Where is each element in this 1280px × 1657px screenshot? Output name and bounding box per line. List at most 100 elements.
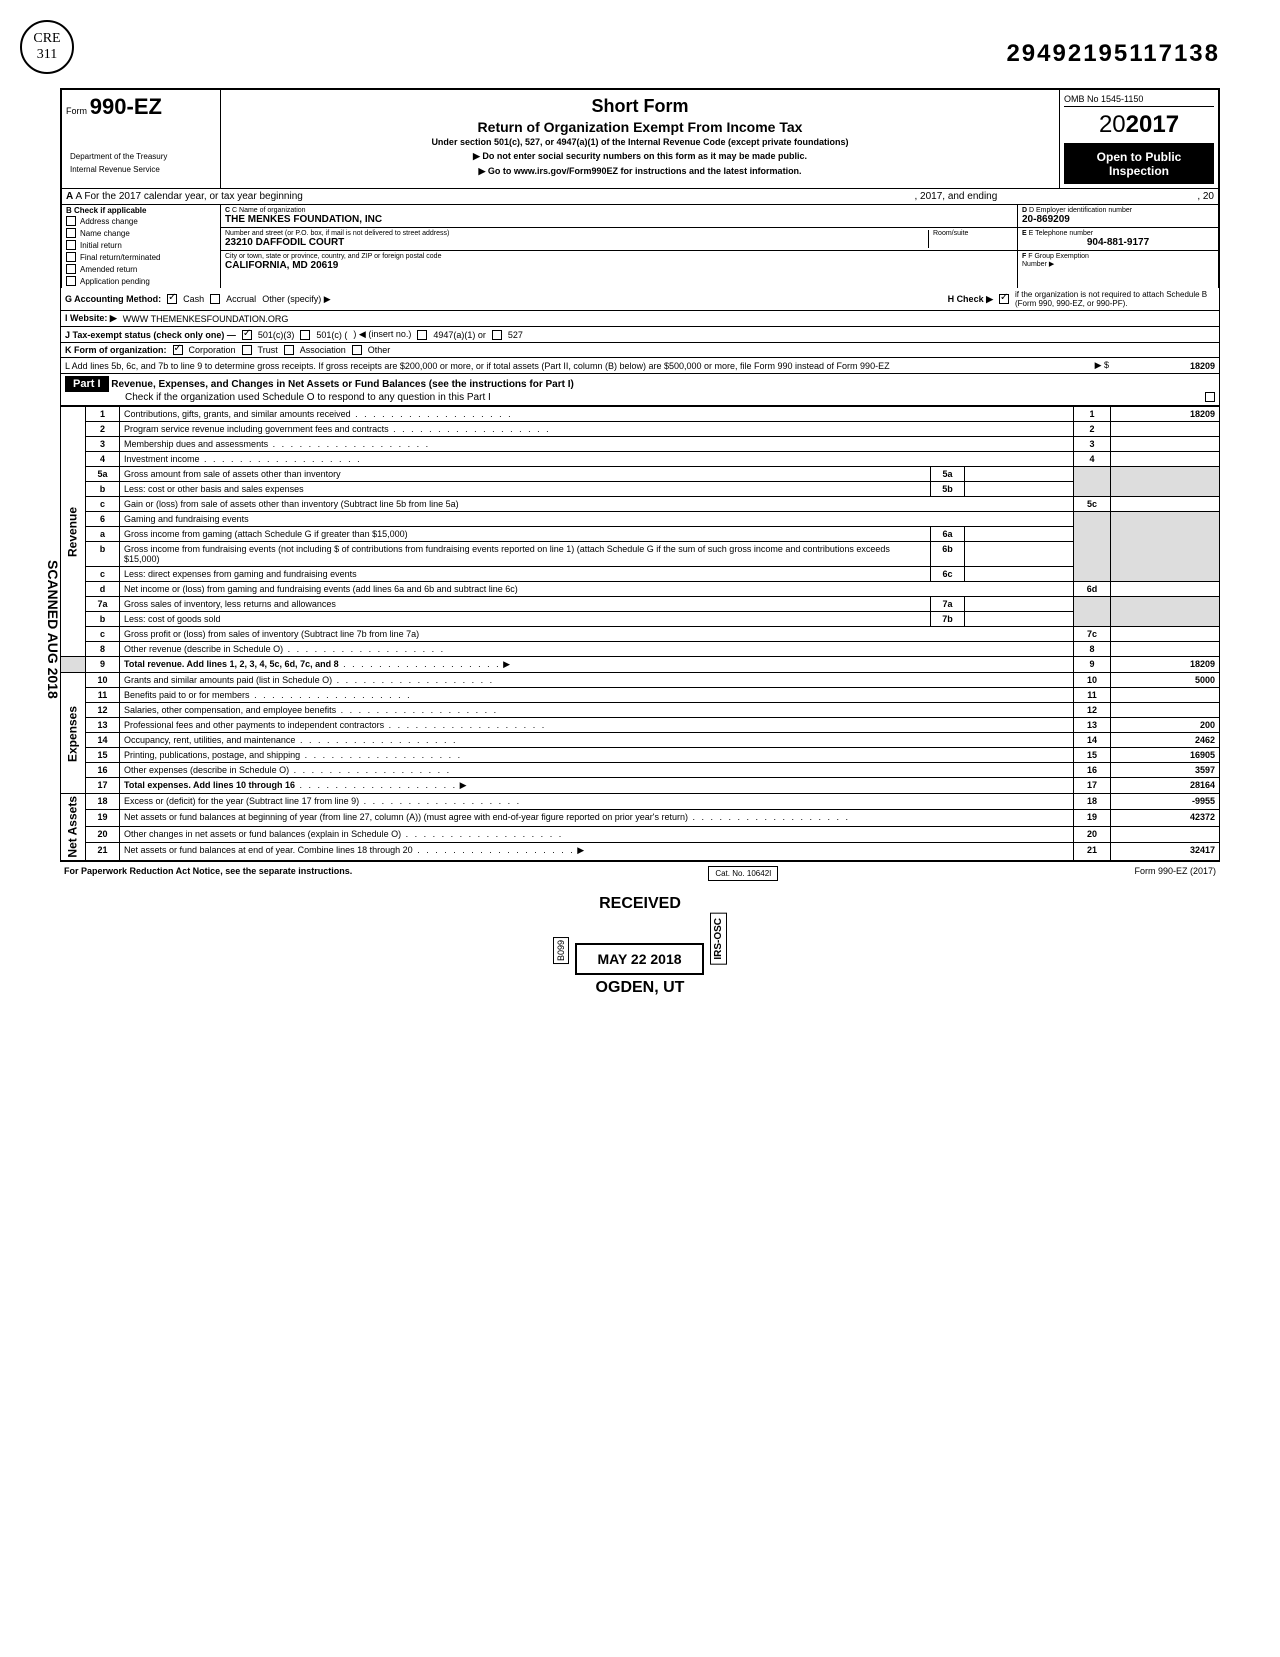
line-2-desc: Program service revenue including govern…: [124, 424, 389, 434]
e-label: E E Telephone number: [1022, 230, 1214, 237]
line-13-amount: 200: [1111, 718, 1220, 733]
527-label: 527: [508, 330, 523, 340]
checkbox-other-org[interactable]: [352, 345, 362, 355]
checkbox-amended[interactable]: [66, 264, 76, 274]
line-5b-desc: Less: cost or other basis and sales expe…: [124, 484, 304, 494]
line-20-num: 20: [86, 826, 120, 842]
line-7c-numcol: 7c: [1074, 627, 1111, 642]
line-7c-desc: Gross profit or (loss) from sales of inv…: [124, 629, 419, 639]
checkbox-app-pending[interactable]: [66, 276, 76, 286]
line-18-amount: -9955: [1111, 794, 1220, 810]
phone-value: 904-881-9177: [1022, 237, 1214, 248]
line-21-desc: Net assets or fund balances at end of ye…: [124, 845, 413, 855]
line-18-desc: Excess or (deficit) for the year (Subtra…: [124, 796, 359, 806]
line-16-numcol: 16: [1074, 763, 1111, 778]
l-text: L Add lines 5b, 6c, and 7b to line 9 to …: [65, 361, 1089, 371]
tax-year: 202017: [1064, 107, 1214, 144]
line-20-numcol: 20: [1074, 826, 1111, 842]
expenses-side-label: Expenses: [61, 673, 86, 794]
checkbox-501c[interactable]: [300, 330, 310, 340]
form-label: Form: [66, 106, 87, 116]
line-12-desc: Salaries, other compensation, and employ…: [124, 705, 336, 715]
checkbox-h[interactable]: [999, 294, 1009, 304]
line-6b-mid: 6b: [931, 542, 965, 567]
line-11-amount: [1111, 688, 1220, 703]
checkbox-part1[interactable]: [1205, 392, 1215, 402]
line-4-num: 4: [86, 452, 120, 467]
line-15-desc: Printing, publications, postage, and shi…: [124, 750, 300, 760]
line-17-numcol: 17: [1074, 778, 1111, 794]
paperwork-notice: For Paperwork Reduction Act Notice, see …: [64, 866, 352, 881]
line-6b-desc: Gross income from fundraising events (no…: [124, 544, 890, 564]
line-19-num: 19: [86, 810, 120, 826]
part1-check-text: Check if the organization used Schedule …: [125, 392, 491, 403]
handwritten-note: CRE 311: [20, 20, 74, 74]
line-14-amount: 2462: [1111, 733, 1220, 748]
main-title: Return of Organization Exempt From Incom…: [225, 119, 1055, 135]
b099-stamp: B099: [553, 937, 569, 964]
final-return-label: Final return/terminated: [80, 253, 160, 262]
checkbox-cash[interactable]: [167, 294, 177, 304]
line-7b-num: b: [86, 612, 120, 627]
accrual-label: Accrual: [226, 294, 256, 304]
checkbox-accrual[interactable]: [210, 294, 220, 304]
line-14-numcol: 14: [1074, 733, 1111, 748]
ogden-stamp: OGDEN, UT: [60, 979, 1220, 997]
line-5c-numcol: 5c: [1074, 497, 1111, 512]
line-9-desc: Total revenue. Add lines 1, 2, 3, 4, 5c,…: [124, 659, 339, 669]
line-1-desc: Contributions, gifts, grants, and simila…: [124, 409, 351, 419]
part1-label: Part I: [65, 376, 109, 392]
irs-osc-stamp: IRS-OSC: [710, 913, 727, 965]
checkbox-527[interactable]: [492, 330, 502, 340]
city-value: CALIFORNIA, MD 20619: [225, 260, 1013, 271]
c-label: C C Name of organization: [225, 207, 1013, 214]
line-6a-mid: 6a: [931, 527, 965, 542]
line-7a-num: 7a: [86, 597, 120, 612]
checkbox-trust[interactable]: [242, 345, 252, 355]
line-8-amount: [1111, 642, 1220, 657]
trust-label: Trust: [258, 345, 278, 355]
line-19-amount: 42372: [1111, 810, 1220, 826]
line-6a-num: a: [86, 527, 120, 542]
checkbox-corp[interactable]: [173, 345, 183, 355]
line-3-num: 3: [86, 437, 120, 452]
checkbox-501c3[interactable]: [242, 330, 252, 340]
line-9-amount: 18209: [1111, 657, 1220, 673]
line-20-desc: Other changes in net assets or fund bala…: [124, 829, 401, 839]
line-6b-num: b: [86, 542, 120, 567]
subtitle: Under section 501(c), 527, or 4947(a)(1)…: [225, 137, 1055, 147]
line-6c-num: c: [86, 567, 120, 582]
address-change-label: Address change: [80, 217, 138, 226]
checkbox-assoc[interactable]: [284, 345, 294, 355]
checkbox-address-change[interactable]: [66, 216, 76, 226]
line-17-num: 17: [86, 778, 120, 794]
h-text: if the organization is not required to a…: [1015, 290, 1215, 308]
line-14-num: 14: [86, 733, 120, 748]
received-stamp: RECEIVED: [60, 895, 1220, 913]
line-6c-mid: 6c: [931, 567, 965, 582]
line-11-numcol: 11: [1074, 688, 1111, 703]
line-21-amount: 32417: [1111, 843, 1220, 860]
checkbox-4947[interactable]: [417, 330, 427, 340]
checkbox-initial-return[interactable]: [66, 240, 76, 250]
j-label: J Tax-exempt status (check only one) —: [65, 330, 236, 340]
line-1-numcol: 1: [1074, 407, 1111, 422]
501c-label: 501(c) (: [316, 330, 347, 340]
line-10-desc: Grants and similar amounts paid (list in…: [124, 675, 332, 685]
line-19-desc: Net assets or fund balances at beginning…: [124, 812, 688, 822]
line-6d-desc: Net income or (loss) from gaming and fun…: [124, 584, 518, 594]
open-public: Open to Public: [1066, 150, 1212, 164]
line-6d-num: d: [86, 582, 120, 597]
line-7c-amount: [1111, 627, 1220, 642]
line-4-amount: [1111, 452, 1220, 467]
checkbox-final-return[interactable]: [66, 252, 76, 262]
d-label: D D Employer identification number: [1022, 207, 1214, 214]
checkbox-name-change[interactable]: [66, 228, 76, 238]
line-a-label: A A For the 2017 calendar year, or tax y…: [66, 191, 303, 202]
app-pending-label: Application pending: [80, 277, 150, 286]
line-12-amount: [1111, 703, 1220, 718]
address-value: 23210 DAFFODIL COURT: [225, 237, 928, 248]
line-5a-mid: 5a: [931, 467, 965, 482]
4947-label: 4947(a)(1) or: [433, 330, 486, 340]
revenue-side-label: Revenue: [61, 407, 86, 657]
